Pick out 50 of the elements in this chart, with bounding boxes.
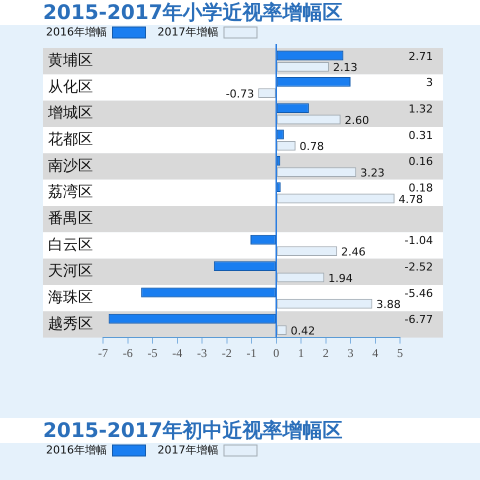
data-label: -2.52 bbox=[404, 260, 433, 274]
data-label: 0.42 bbox=[290, 324, 316, 338]
data-label: 1.32 bbox=[408, 102, 433, 116]
data-label: 2.13 bbox=[332, 61, 358, 74]
y-tick-label: 黄埔区 bbox=[48, 51, 93, 70]
y-tick-label: 荔湾区 bbox=[48, 182, 93, 201]
x-tick-label: 5 bbox=[397, 346, 403, 360]
y-tick-label: 越秀区 bbox=[48, 314, 93, 332]
y-tick-label: 海珠区 bbox=[48, 288, 93, 306]
x-tick-label: -7 bbox=[98, 346, 108, 360]
data-label: 4.78 bbox=[398, 192, 424, 206]
y-tick-label: 从化区 bbox=[48, 77, 93, 96]
data-label: -6.77 bbox=[404, 313, 433, 326]
legend-label: 2016年增幅 bbox=[46, 25, 107, 38]
x-tick-label: 2 bbox=[322, 346, 329, 360]
legend-label: 2017年增幅 bbox=[157, 443, 218, 456]
data-label: 3.88 bbox=[376, 298, 401, 312]
x-tick-label: -5 bbox=[148, 346, 158, 360]
legend-label: 2017年增幅 bbox=[157, 25, 218, 38]
x-tick-label: -2 bbox=[222, 346, 232, 360]
y-tick-label: 白云区 bbox=[48, 235, 93, 254]
data-label: 1.94 bbox=[328, 272, 353, 285]
x-tick-label: 3 bbox=[348, 346, 354, 360]
data-label: 0.31 bbox=[408, 128, 433, 142]
data-label: 0.78 bbox=[300, 140, 324, 154]
data-label: -5.46 bbox=[404, 286, 433, 300]
y-tick-label: 增城区 bbox=[47, 104, 93, 122]
x-tick-label: -6 bbox=[122, 346, 133, 360]
y-tick-label: 番禺区 bbox=[48, 209, 93, 228]
text: 2015-2017年初中近视率增幅区 bbox=[0, 418, 480, 443]
data-label: 2.60 bbox=[344, 114, 370, 127]
x-tick-label: -3 bbox=[197, 346, 207, 360]
x-tick-label: 4 bbox=[372, 346, 378, 360]
x-tick-label: 1 bbox=[298, 346, 304, 360]
data-label: 0.16 bbox=[408, 155, 433, 168]
data-label: -0.73 bbox=[226, 88, 254, 101]
data-label: 3 bbox=[426, 76, 433, 90]
x-tick-label: 0 bbox=[273, 346, 280, 360]
data-label: 0.18 bbox=[408, 182, 433, 194]
y-tick-label: 南沙区 bbox=[48, 156, 93, 174]
x-tick-label: -4 bbox=[172, 346, 182, 360]
legend-label: 2016年增幅 bbox=[46, 443, 107, 456]
data-label: 2.46 bbox=[341, 245, 366, 258]
y-tick-label: 天河区 bbox=[48, 262, 93, 280]
x-tick-label: -1 bbox=[246, 346, 256, 360]
data-label: 3.23 bbox=[360, 166, 385, 180]
y-tick-label: 花都区 bbox=[48, 130, 93, 148]
data-label: 2.71 bbox=[408, 50, 433, 63]
chart-title: 2015-2017年小学近视率增幅区 bbox=[0, 0, 480, 25]
data-label: -1.04 bbox=[404, 234, 433, 248]
